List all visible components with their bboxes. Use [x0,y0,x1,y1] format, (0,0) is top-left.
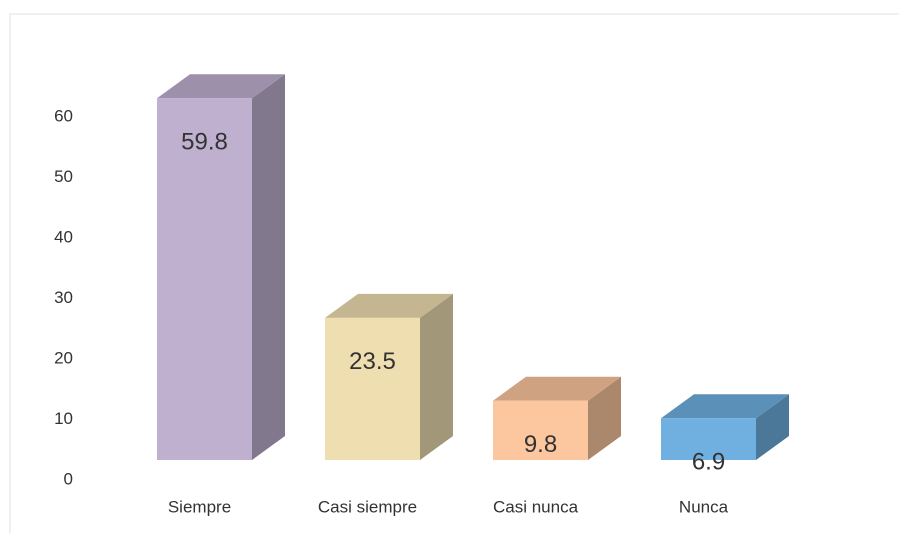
y-tick-label: 50 [54,167,73,186]
x-tick-label: Siempre [168,497,231,516]
y-tick-label: 10 [54,409,73,428]
bar-top [661,394,789,419]
x-tick-label: Casi nunca [493,497,579,516]
bar-side [588,376,621,460]
data-label: 23.5 [349,348,396,375]
bar-side [420,293,453,460]
bar-top [157,74,285,99]
y-tick-label: 60 [54,106,73,125]
y-tick-label: 0 [64,469,73,488]
bar [157,98,252,461]
data-label: 59.8 [181,129,228,156]
bar-side [756,394,789,460]
bar-side [252,74,285,461]
bar [661,418,756,460]
bar-top [325,293,453,318]
bar [493,400,588,460]
data-label: 9.8 [524,431,557,458]
y-tick-label: 20 [54,348,73,367]
data-label: 6.9 [692,449,725,476]
y-tick-label: 30 [54,288,73,307]
bar [325,317,420,460]
y-tick-label: 40 [54,227,73,246]
chart-border [9,13,899,533]
x-tick-label: Nunca [679,497,729,516]
bar-top [493,376,621,401]
x-tick-label: Casi siempre [318,497,417,516]
